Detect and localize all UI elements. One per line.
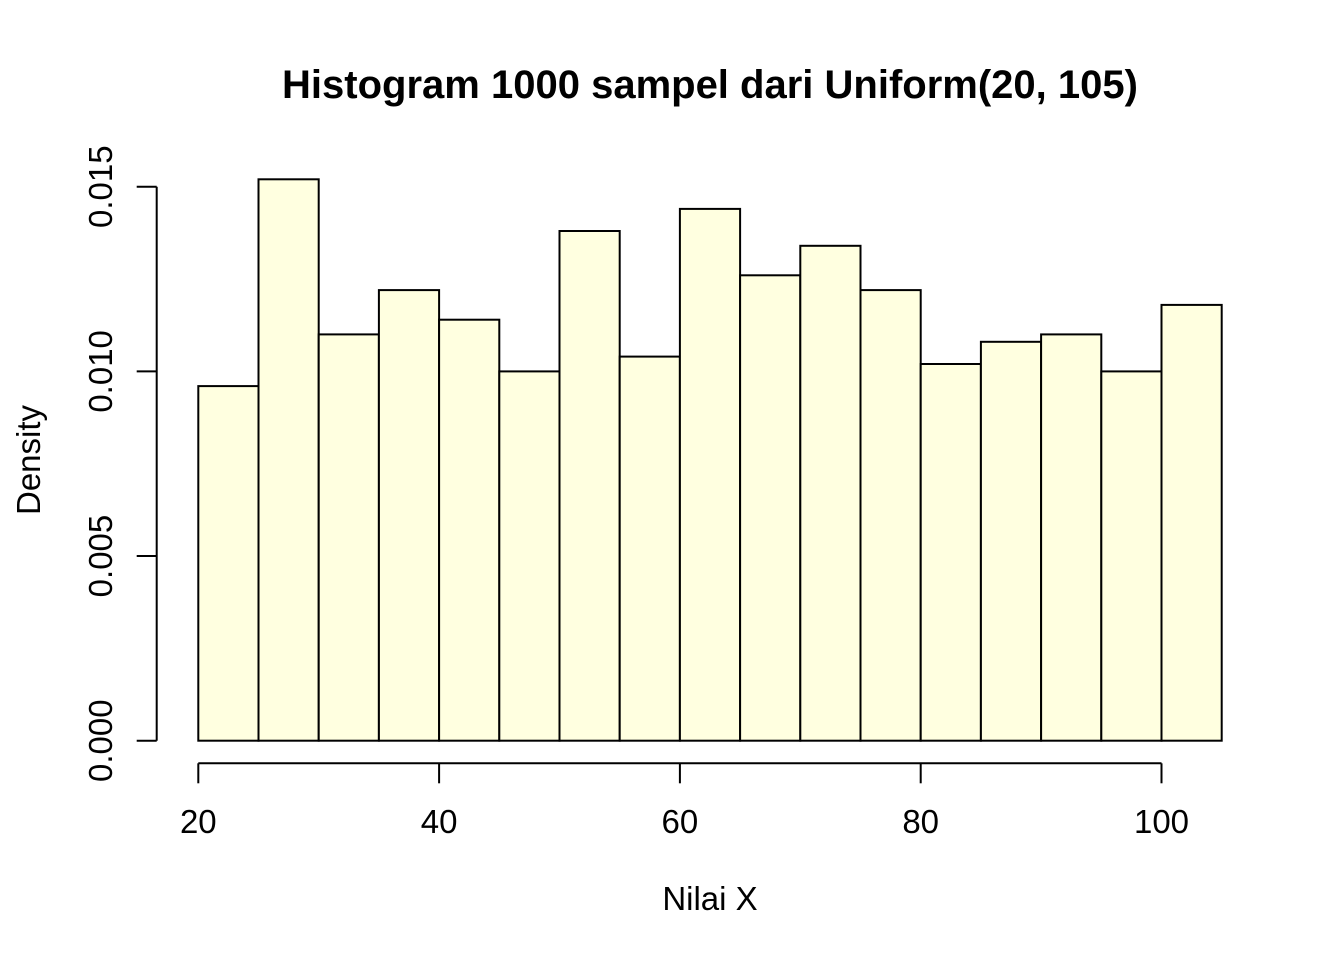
- histogram-bar: [257, 178, 320, 742]
- histogram-bar: [739, 274, 802, 742]
- x-tick-label: 20: [180, 803, 217, 840]
- y-tick-label: 0.010: [82, 330, 119, 413]
- histogram-bar: [919, 363, 982, 742]
- y-axis: 0.000 0.005 0.010 0.015: [82, 145, 158, 782]
- x-tick-label: 60: [662, 803, 699, 840]
- x-axis-label: Nilai X: [662, 880, 757, 917]
- bars-group: [197, 178, 1223, 742]
- histogram-bar: [558, 230, 621, 742]
- y-tick-label: 0.015: [82, 145, 119, 228]
- chart-title: Histogram 1000 sampel dari Uniform(20, 1…: [282, 63, 1138, 107]
- y-axis-label: Density: [10, 404, 47, 515]
- x-tick-label: 100: [1134, 803, 1189, 840]
- x-tick-label: 80: [902, 803, 939, 840]
- x-tick-label: 40: [421, 803, 458, 840]
- histogram-bar: [979, 340, 1043, 742]
- histogram-bar: [438, 318, 501, 742]
- y-tick-label: 0.000: [82, 699, 119, 782]
- histogram-bar: [197, 385, 260, 742]
- histogram-bar: [618, 355, 681, 742]
- histogram-bar: [1040, 333, 1103, 742]
- histogram-bar: [377, 289, 441, 742]
- histogram-bar: [498, 370, 561, 742]
- histogram-bar: [1100, 370, 1163, 742]
- histogram-bar: [859, 289, 922, 742]
- x-axis: 20 40 60 80 100: [180, 762, 1189, 840]
- y-tick-label: 0.005: [82, 515, 119, 598]
- histogram-bar: [678, 207, 742, 742]
- histogram-bar: [317, 333, 380, 742]
- histogram-bar: [1160, 303, 1223, 742]
- histogram-bar: [799, 244, 862, 742]
